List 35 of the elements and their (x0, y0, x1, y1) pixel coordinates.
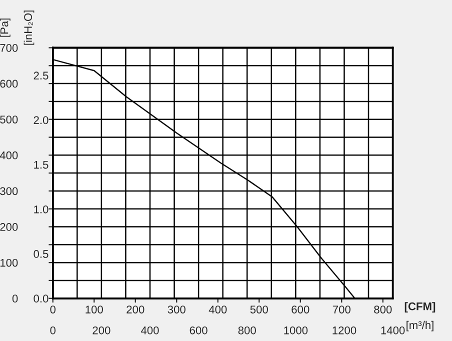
x2-tick-label: 200 (92, 326, 110, 334)
x-tick-label: 400 (208, 306, 227, 314)
y2-tick-label: 0.0 (34, 294, 48, 303)
y2-tick-label: 2.5 (34, 72, 48, 80)
x-tick-label: 600 (292, 306, 310, 314)
y-tick-label: 200 (0, 223, 18, 231)
y2-tick-label: 1.5 (34, 160, 48, 169)
y-axis-title: [Pa] (0, 18, 10, 37)
y2-tick-label: 2.0 (34, 116, 48, 124)
x-tick-label: 300 (168, 306, 186, 314)
y2-tick-label: 0.5 (34, 250, 48, 258)
x-axis-title: [CFM] (404, 302, 436, 312)
y-tick-label: 600 (0, 80, 18, 88)
x-tick-label: 800 (374, 306, 392, 314)
x2-tick-label: 1000 (284, 326, 308, 334)
y-tick-label: 300 (0, 187, 18, 196)
x2-tick-label: 800 (238, 326, 256, 334)
y2-axis-title: [inH₂O] (24, 10, 34, 45)
x2-axis-title: [m³/h] (406, 320, 434, 332)
y-tick-label: 700 (0, 44, 18, 52)
y-tick-label: 500 (0, 116, 18, 124)
y-tick-label: 100 (0, 258, 18, 267)
x-tick-label: 0 (50, 306, 56, 314)
x-tick-label: 700 (332, 306, 350, 314)
y-tick-label: 0 (12, 294, 18, 303)
x2-tick-label: 1400 (381, 326, 405, 334)
x-tick-label: 100 (86, 306, 103, 314)
x-tick-label: 200 (126, 306, 144, 314)
x2-tick-label: 0 (50, 326, 56, 334)
x-tick-label: 500 (250, 306, 268, 314)
x2-tick-label: 600 (190, 326, 208, 334)
y-tick-label: 400 (0, 151, 18, 160)
x2-tick-label: 1200 (332, 326, 356, 334)
x2-tick-label: 400 (140, 326, 159, 334)
y2-tick-label: 1.0 (34, 205, 48, 214)
